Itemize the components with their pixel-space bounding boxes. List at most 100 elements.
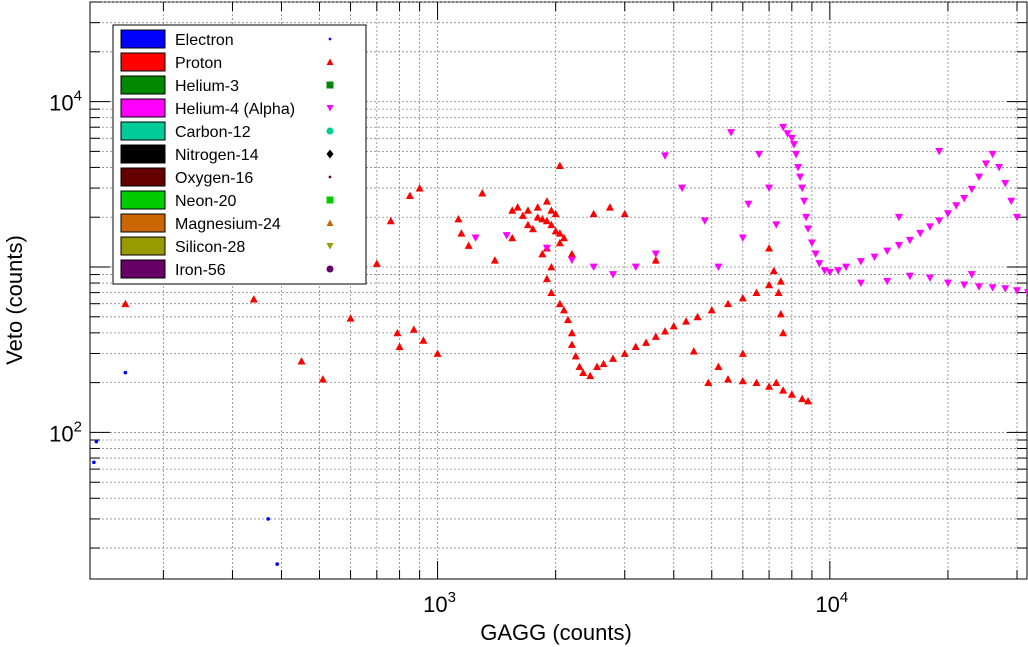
proton-point — [752, 288, 761, 297]
electron-point — [266, 517, 270, 521]
legend-swatch — [120, 144, 166, 164]
helium-4-alpha-point — [471, 234, 480, 242]
proton-point — [804, 396, 813, 405]
helium-4-alpha-point — [842, 263, 851, 272]
legend-swatch — [120, 52, 166, 72]
helium-4-alpha-point — [678, 184, 687, 193]
helium-4-alpha-point — [894, 213, 903, 222]
proton-point — [769, 266, 778, 275]
legend-swatch — [120, 236, 166, 256]
proton-point — [589, 209, 598, 218]
helium-4-alpha-point — [651, 250, 660, 258]
helium-4-alpha-point — [765, 184, 774, 193]
helium-4-alpha-point — [981, 160, 990, 168]
proton-point — [542, 274, 551, 283]
proton-point — [559, 305, 568, 314]
proton-point — [538, 215, 547, 223]
legend-marker — [328, 37, 332, 41]
legend-marker — [326, 127, 334, 135]
proton-point — [620, 349, 629, 357]
proton-point — [523, 220, 532, 229]
helium-4-alpha-point — [916, 229, 925, 238]
proton-point — [393, 328, 402, 337]
helium-4-alpha-point — [608, 271, 617, 279]
helium-4-alpha-point — [811, 250, 820, 258]
proton-point — [608, 354, 617, 362]
helium-4-alpha-point — [755, 150, 764, 159]
axis-ticks: 103 104 102 104 — [49, 1, 1027, 617]
proton-point — [419, 336, 428, 344]
proton-point — [508, 233, 517, 242]
proton-point — [121, 299, 130, 308]
legend-swatch — [120, 259, 166, 279]
helium-4-alpha-point — [502, 232, 511, 240]
helium-4-alpha-point — [1024, 289, 1028, 297]
helium-4-alpha-point — [974, 283, 983, 291]
helium-4-alpha-point — [787, 134, 796, 143]
proton-point — [620, 209, 629, 218]
proton-point — [669, 321, 678, 330]
proton-point — [508, 206, 517, 214]
helium-4-alpha-point — [700, 217, 709, 225]
proton-point — [433, 349, 442, 357]
proton-point — [547, 220, 556, 229]
proton-point — [551, 227, 560, 235]
helium-4-alpha-point — [870, 253, 879, 261]
legend-marker — [326, 265, 334, 273]
helium-4-alpha-point — [952, 202, 961, 210]
proton-point — [547, 206, 556, 214]
electron-point — [92, 460, 96, 465]
helium-4-alpha-point — [1001, 285, 1010, 293]
legend-swatch — [120, 213, 166, 233]
legend-swatch — [120, 29, 166, 49]
legend-marker — [326, 58, 334, 65]
proton-point — [249, 295, 258, 303]
helium-4-alpha-point — [772, 221, 781, 229]
proton-point — [772, 378, 781, 387]
proton-point — [346, 314, 355, 322]
proton-point — [704, 378, 713, 387]
proton-point — [738, 349, 747, 357]
helium-4-alpha-point — [856, 279, 865, 288]
proton-point — [682, 317, 691, 325]
proton-point — [779, 328, 788, 337]
proton-point — [776, 309, 785, 318]
y-axis-label: Veto (counts) — [2, 235, 27, 365]
proton-point — [631, 342, 640, 351]
legend-entry-label: Proton — [175, 55, 222, 72]
legend-swatch — [120, 167, 166, 187]
proton-point — [593, 362, 602, 371]
helium-4-alpha-point — [815, 260, 824, 268]
proton-point — [776, 277, 785, 285]
helium-4-alpha-point — [804, 225, 813, 233]
helium-4-alpha-point — [807, 239, 816, 247]
proton-point — [571, 351, 580, 360]
helium-4-alpha-point — [883, 277, 892, 286]
helium-4-alpha-point — [589, 263, 598, 272]
proton-point — [798, 394, 807, 403]
helium-4-alpha-point — [796, 173, 805, 182]
proton-point — [523, 206, 532, 214]
proton-point — [567, 249, 576, 258]
proton-point — [547, 288, 556, 297]
helium-4-alpha-point — [744, 200, 753, 209]
proton-point — [707, 305, 716, 314]
proton-point — [787, 390, 796, 398]
helium-4-alpha-point — [894, 242, 903, 250]
helium-4-alpha-point — [798, 184, 807, 193]
proton-point — [533, 213, 542, 221]
proton-point — [513, 203, 522, 211]
helium-4-alpha-point — [542, 244, 551, 253]
proton-point — [555, 299, 564, 308]
proton-point — [395, 342, 404, 351]
helium-4-alpha-point — [834, 267, 843, 275]
electron-point — [94, 439, 99, 444]
proton-point — [518, 211, 527, 219]
proton-point — [765, 244, 774, 252]
helium-4-alpha-point — [567, 256, 576, 265]
proton-point — [551, 209, 560, 218]
electron-point — [123, 370, 128, 375]
helium-4-alpha-point — [792, 150, 801, 159]
helium-4-alpha-point — [631, 263, 640, 272]
legend-entry-label: Nitrogen-14 — [175, 147, 259, 164]
